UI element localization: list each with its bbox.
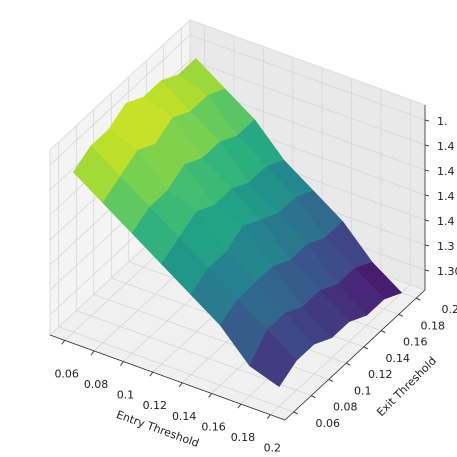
grid-line bbox=[189, 34, 426, 121]
y-tick bbox=[381, 330, 386, 334]
x-tick-label: 0.1 bbox=[117, 389, 135, 402]
y-tick-label: 0.1 bbox=[354, 384, 372, 397]
axis-line bbox=[49, 334, 286, 421]
grid-line bbox=[58, 326, 294, 413]
y-tick-label: 0.08 bbox=[333, 401, 358, 414]
y-tick bbox=[293, 411, 298, 415]
y-tick-label: 0.2 bbox=[442, 303, 457, 316]
z-tick bbox=[424, 269, 430, 272]
surface bbox=[73, 57, 403, 388]
y-tick-label: 0.12 bbox=[368, 368, 393, 381]
surface-patch bbox=[249, 329, 297, 388]
y-tick bbox=[363, 346, 368, 350]
y-tick bbox=[311, 395, 316, 399]
y-tick-label: 0.18 bbox=[421, 319, 446, 332]
y-tick-label: 0.06 bbox=[316, 417, 341, 430]
y-tick-label: 0.16 bbox=[403, 336, 428, 349]
z-tick bbox=[424, 119, 430, 122]
x-tick-label: 0.16 bbox=[201, 420, 226, 433]
z-tick-label: 1.30 bbox=[437, 265, 457, 278]
x-tick-label: 0.12 bbox=[143, 399, 168, 412]
z-tick-label: 1.4 bbox=[437, 140, 455, 153]
x-tick bbox=[266, 414, 271, 419]
z-tick-label: 1.3 bbox=[437, 240, 455, 253]
y-tick bbox=[346, 362, 351, 366]
x-tick bbox=[178, 382, 183, 388]
axis-line bbox=[284, 289, 426, 421]
x-tick-label: 0.06 bbox=[54, 367, 79, 380]
x-tick bbox=[120, 361, 124, 366]
x-tick-label: 0.14 bbox=[172, 410, 197, 423]
y-tick bbox=[416, 297, 421, 301]
x-tick-label: 0.2 bbox=[264, 442, 282, 455]
x-tick bbox=[61, 340, 66, 345]
y-tick bbox=[398, 313, 403, 317]
y-tick bbox=[328, 378, 333, 382]
z-tick-label: 1. bbox=[437, 115, 448, 128]
z-tick-label: 1.4 bbox=[437, 165, 455, 178]
x-tick bbox=[149, 371, 154, 377]
z-tick bbox=[424, 169, 430, 172]
z-tick-label: 1.4 bbox=[437, 215, 455, 228]
grid-line bbox=[270, 284, 411, 415]
z-tick bbox=[424, 194, 430, 197]
x-tick-label: 0.18 bbox=[231, 431, 256, 444]
grid-line bbox=[189, 59, 426, 146]
x-tick bbox=[90, 350, 95, 356]
x-tick-label: 0.08 bbox=[84, 378, 109, 391]
z-tick bbox=[424, 244, 430, 247]
z-tick bbox=[424, 144, 430, 147]
x-tick bbox=[208, 393, 212, 398]
z-tick bbox=[424, 219, 430, 222]
x-tick bbox=[237, 403, 242, 409]
z-tick-label: 1.4 bbox=[437, 190, 455, 203]
y-tick-label: 0.14 bbox=[386, 352, 411, 365]
grid-line bbox=[49, 34, 191, 166]
